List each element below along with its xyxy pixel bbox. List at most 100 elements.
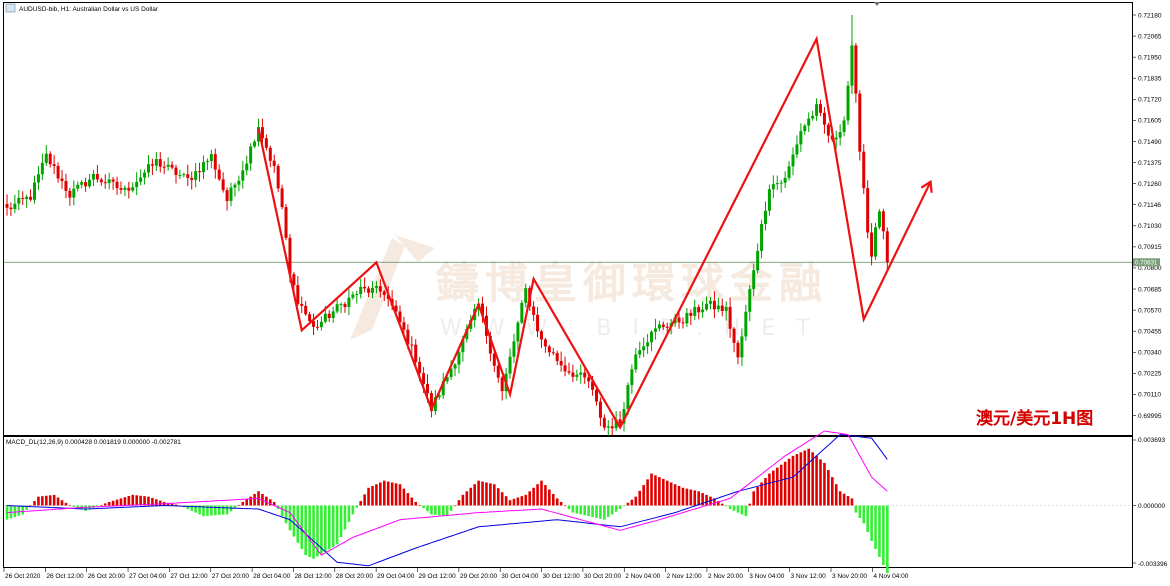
price-tick-label: 0.70685 (1138, 286, 1162, 293)
candle-body (854, 45, 858, 94)
macd-bar (371, 485, 374, 506)
candle-body (547, 346, 551, 353)
time-tick-label: 26 Oct 20:00 (88, 573, 126, 580)
candles (5, 15, 889, 436)
candle (826, 122, 830, 143)
macd-bar (363, 494, 366, 506)
macd-bar (272, 501, 276, 506)
candle (237, 175, 241, 192)
candle (335, 299, 339, 314)
candle (744, 304, 748, 341)
macd-bar (764, 478, 767, 506)
candle-body (638, 350, 642, 355)
candle-body (135, 181, 139, 188)
candle (583, 368, 587, 384)
projection-arrowhead (920, 179, 933, 193)
macd-bar (449, 505, 453, 511)
candle-body (496, 365, 500, 378)
macd-bar (579, 505, 583, 515)
macd-bar (606, 505, 610, 518)
macd-bar (119, 498, 123, 506)
candle-body (88, 179, 92, 187)
candle-body (402, 322, 406, 330)
candle (414, 339, 418, 367)
chart-shift-marker[interactable] (874, 2, 880, 6)
candle (225, 187, 229, 211)
time-tick-label: 27 Oct 12:00 (170, 573, 208, 580)
candle-body (712, 300, 716, 310)
macd-bar (705, 494, 708, 506)
candle-body (319, 321, 323, 328)
candle (190, 171, 194, 190)
candle (457, 348, 461, 374)
macd-bar (516, 497, 520, 506)
candle (5, 194, 9, 216)
candle (866, 180, 870, 239)
candle-body (634, 354, 638, 370)
macd-bar (111, 500, 115, 506)
candle (657, 320, 661, 332)
time-tick-label: 28 Oct 12:00 (294, 573, 332, 580)
zigzag-overlay (257, 35, 932, 430)
candle-body (642, 346, 646, 351)
macd-bar (599, 505, 602, 519)
candle (579, 364, 583, 384)
candle (367, 286, 371, 298)
macd-bar (151, 497, 154, 506)
macd-bar (524, 494, 528, 506)
candle (178, 169, 182, 180)
candle-body (335, 304, 339, 312)
candle (36, 165, 40, 191)
macd-bar (827, 470, 830, 506)
candle-body (736, 342, 740, 358)
price-tick-label: 0.72065 (1138, 33, 1162, 40)
candle (76, 181, 80, 192)
candle-body (661, 324, 665, 327)
candle (33, 175, 37, 204)
candle-body (202, 162, 205, 173)
candle (272, 154, 276, 173)
candle (131, 182, 135, 193)
macd-bar (536, 484, 539, 506)
macd-bar (37, 496, 40, 506)
candle (241, 160, 245, 189)
watermark: 鑄博皇御環球金融 W W W . B I B . N E T (350, 235, 822, 341)
candle (606, 420, 610, 436)
candle-body (716, 305, 720, 310)
candle-body (233, 184, 237, 188)
candle-body (693, 307, 697, 316)
macd-bar (217, 505, 221, 515)
macd-bar (834, 484, 838, 506)
macd-bar (567, 505, 571, 510)
candle-body (520, 302, 524, 323)
candle-body (815, 104, 819, 116)
zigzag-line (257, 35, 932, 430)
candle (280, 184, 284, 210)
candle-body (166, 164, 170, 167)
macd-bar (540, 480, 543, 506)
macd-bar (115, 499, 119, 506)
candle-body (508, 356, 512, 374)
window-title-bar[interactable]: AUDUSD-bib, H1: Australian Dollar vs US … (5, 3, 159, 13)
current-price-tag-bg (1133, 258, 1160, 267)
candle (331, 306, 335, 323)
candle (315, 319, 319, 331)
candle (103, 174, 107, 189)
candle-body (84, 181, 88, 187)
macd-bar (76, 505, 80, 509)
macd-bar (457, 500, 461, 506)
candle (811, 110, 815, 121)
macd-bar (147, 496, 150, 506)
candle-body (595, 389, 598, 402)
macd-bar (45, 495, 48, 506)
candle (539, 329, 543, 348)
candle (139, 169, 143, 186)
time-tick-label: 3 Nov 04:00 (749, 573, 784, 580)
macd-bar (548, 489, 551, 506)
macd-bar (445, 505, 449, 517)
candle (174, 164, 178, 184)
macd-bar (139, 495, 142, 506)
candle (343, 301, 347, 313)
candle-body (209, 154, 213, 162)
candle-body (170, 164, 174, 168)
